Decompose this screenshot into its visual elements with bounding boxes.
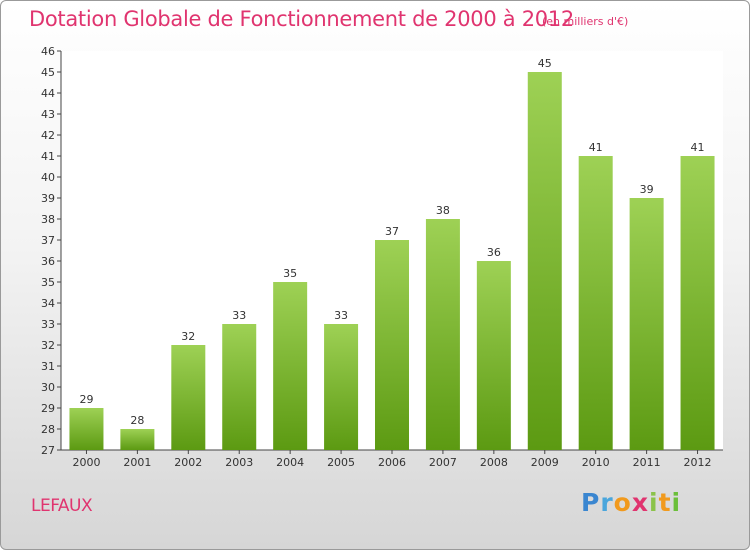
bar-value-label: 36 (487, 246, 501, 259)
bar (425, 219, 460, 450)
y-tick-label: 36 (41, 255, 55, 268)
bar-value-label: 39 (640, 183, 654, 196)
y-tick-label: 27 (41, 444, 55, 457)
y-tick-label: 37 (41, 234, 55, 247)
y-tick-label: 35 (41, 276, 55, 289)
x-tick-label: 2010 (582, 456, 610, 469)
bar-value-label: 45 (538, 57, 552, 70)
y-tick-label: 40 (41, 171, 55, 184)
y-tick-label: 41 (41, 150, 55, 163)
chart-subtitle: (en milliers d'€) (542, 15, 629, 28)
x-tick-label: 2003 (225, 456, 253, 469)
y-tick-label: 30 (41, 381, 55, 394)
x-tick-label: 2008 (480, 456, 508, 469)
y-tick-label: 31 (41, 360, 55, 373)
chart-title: Dotation Globale de Fonctionnement de 20… (29, 7, 574, 31)
bar-value-label: 32 (181, 330, 195, 343)
y-tick-label: 43 (41, 108, 55, 121)
y-tick-label: 45 (41, 66, 55, 79)
y-tick-label: 28 (41, 423, 55, 436)
bar-value-label: 33 (334, 309, 348, 322)
x-tick-label: 2011 (633, 456, 661, 469)
bar (578, 156, 613, 450)
bar-value-label: 35 (283, 267, 297, 280)
bar-value-label: 41 (589, 141, 603, 154)
x-tick-label: 2000 (72, 456, 100, 469)
bar-value-label: 41 (691, 141, 705, 154)
bar (375, 240, 409, 450)
bar-value-label: 38 (436, 204, 450, 217)
bar (629, 198, 664, 450)
x-tick-label: 2001 (123, 456, 151, 469)
y-tick-label: 44 (41, 87, 55, 100)
bar (324, 324, 359, 450)
y-tick-label: 33 (41, 318, 55, 331)
x-tick-label: 2009 (531, 456, 559, 469)
y-tick-label: 29 (41, 402, 55, 415)
x-tick-label: 2002 (174, 456, 202, 469)
y-tick-label: 34 (41, 297, 55, 310)
bar-value-label: 29 (79, 393, 93, 406)
commune-name: LEFAUX (31, 496, 93, 516)
y-tick-label: 42 (41, 129, 55, 142)
bar (120, 429, 155, 450)
bar (69, 408, 104, 450)
y-tick-label: 46 (41, 45, 55, 58)
x-tick-label: 2007 (429, 456, 457, 469)
y-tick-label: 38 (41, 213, 55, 226)
bar (680, 156, 715, 450)
bar (273, 282, 308, 450)
x-tick-label: 2004 (276, 456, 304, 469)
bar (222, 324, 257, 450)
bar (476, 261, 511, 450)
proxiti-logo: Proxiti (581, 488, 682, 517)
bar-value-label: 33 (232, 309, 246, 322)
bar-value-label: 37 (385, 225, 399, 238)
y-tick-label: 32 (41, 339, 55, 352)
x-tick-label: 2005 (327, 456, 355, 469)
x-tick-label: 2012 (684, 456, 712, 469)
bar (171, 345, 206, 450)
x-tick-label: 2006 (378, 456, 406, 469)
bar-value-label: 28 (130, 414, 144, 427)
bar (527, 72, 562, 450)
y-tick-label: 39 (41, 192, 55, 205)
